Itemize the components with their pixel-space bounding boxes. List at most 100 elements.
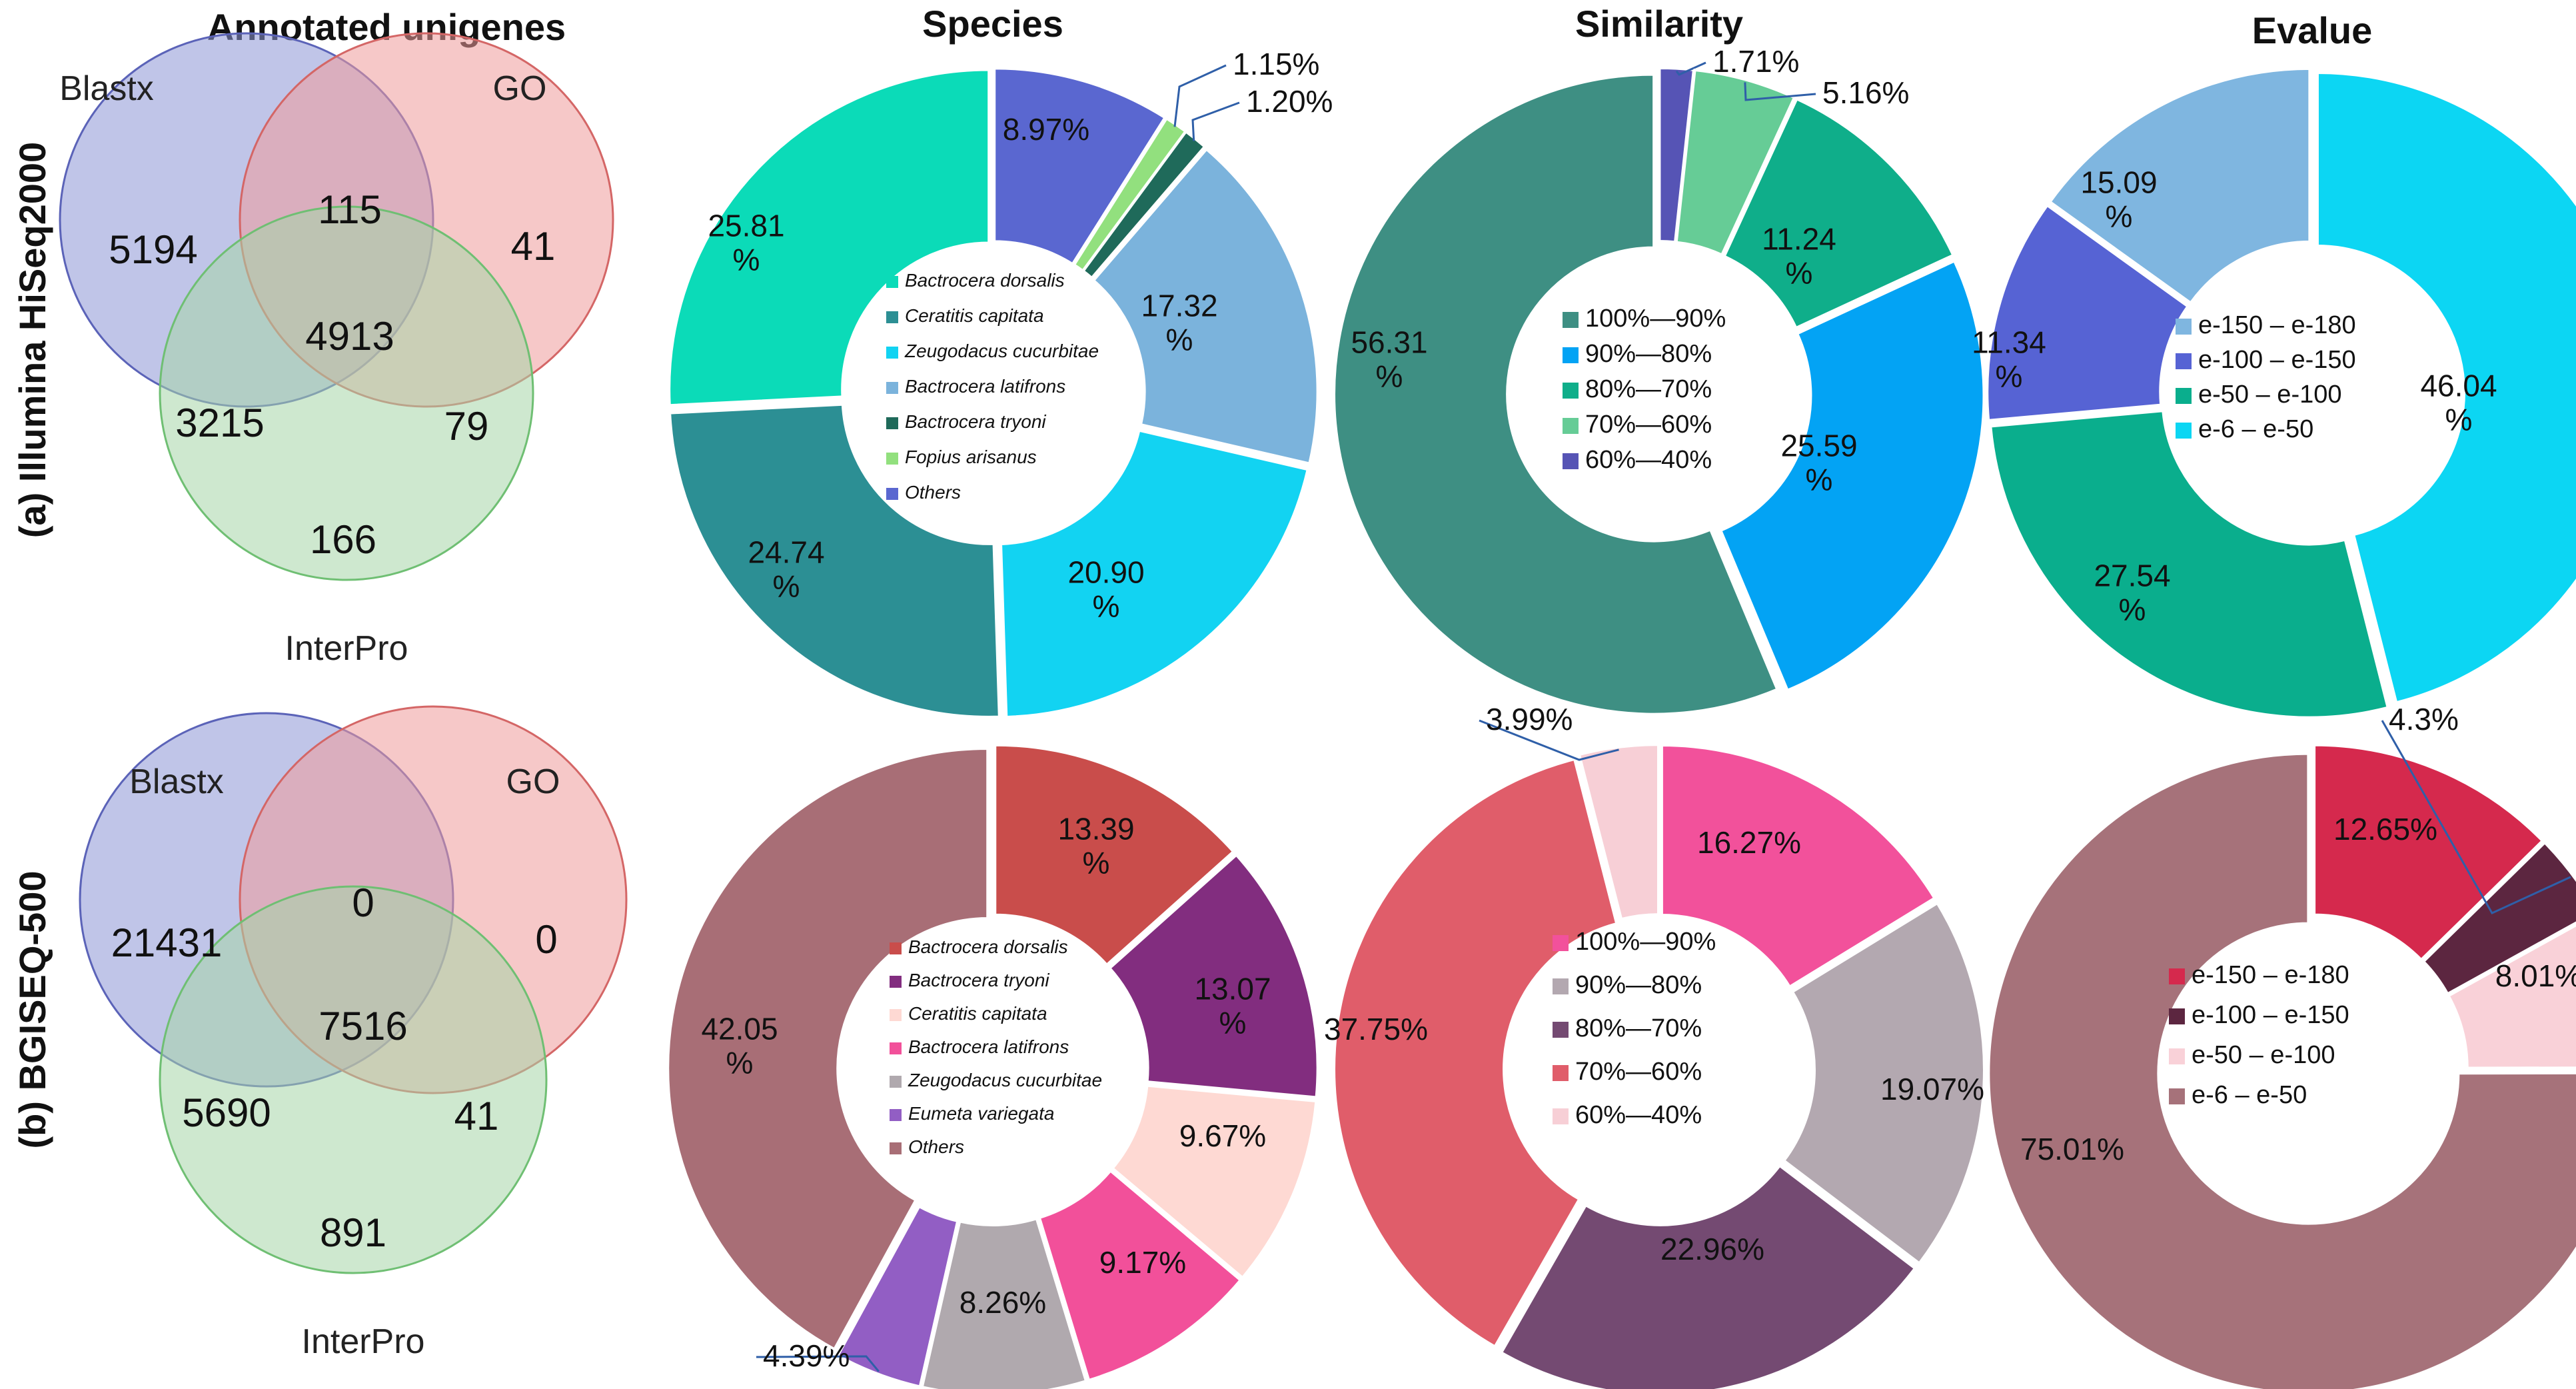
legend-swatch-ceratitis-capitata	[890, 1009, 902, 1021]
venn-count-blastx-only: 21431	[111, 920, 223, 965]
segment-label-fopius-arisanus: 1.15%	[1233, 47, 1319, 81]
donut-segment-e-50-e-100	[2446, 923, 2576, 1070]
column-title-species: Species	[922, 3, 1063, 45]
legend-swatch-60-40	[1563, 453, 1579, 469]
venn-count-all-three: 7516	[319, 1004, 407, 1048]
donut-segment-bactrocera-dorsalis	[668, 68, 991, 407]
donut-segment-80-70	[1722, 97, 1956, 330]
callout-line-60-40	[1479, 719, 1619, 761]
venn-count-go-only: 41	[511, 224, 556, 269]
legend-label-e-6-e-50: e-6 – e-50	[2192, 1081, 2307, 1109]
donut-segment-90-80	[1782, 901, 1986, 1266]
legend: 100%—90% 90%—80% 80%—70% 70%—60% 60%—40%	[1553, 928, 1716, 1129]
legend-label-90-80: 90%—80%	[1575, 971, 1702, 999]
legend: 100%—90% 90%—80% 80%—70% 70%—60% 60%—40%	[1563, 305, 1726, 474]
legend-swatch-100-90	[1563, 312, 1579, 328]
segment-label-others: 8.97%	[1003, 112, 1089, 147]
segment-label-e-50-e-100: 27.54%	[2094, 559, 2170, 627]
legend-label-100-90: 100%—90%	[1575, 928, 1716, 956]
donut-segment-e-6-e-50	[2315, 71, 2576, 704]
legend-label-80-70: 80%—70%	[1575, 1014, 1702, 1042]
legend-swatch-e-50-e-100	[2169, 1048, 2185, 1064]
venn-diagram-a: Blastx GO InterPro 5194 115 41 4913 3215 79 166	[59, 32, 614, 668]
column-title-similarity: Similarity	[1575, 3, 1743, 45]
legend: Bactrocera dorsalis Bactrocera tryoni Cera…	[890, 936, 1102, 1157]
venn-set-label-go: GO	[493, 69, 547, 108]
venn-set-label-interpro: InterPro	[302, 1322, 425, 1361]
legend-swatch-e-100-e-150	[2169, 1008, 2185, 1024]
legend-swatch-bactrocera-tryoni	[886, 417, 898, 429]
legend-label-70-60: 70%—60%	[1575, 1058, 1702, 1086]
segment-label-bactrocera-latifrons: 9.17%	[1099, 1245, 1186, 1280]
legend-label-e-100-e-150: e-100 – e-150	[2192, 1001, 2349, 1029]
legend-swatch-70-60	[1563, 418, 1579, 434]
segment-label-60-40: 3.99%	[1486, 702, 1573, 736]
legend-label-e-50-e-100: e-50 – e-100	[2192, 1041, 2335, 1069]
donut-segment-zeugodacus-cucurbitae	[920, 1216, 1088, 1389]
legend-swatch-e-150-e-180	[2169, 968, 2185, 984]
legend-swatch-others	[886, 488, 898, 500]
column-title-evalue: Evalue	[2252, 9, 2373, 51]
segment-label-e-100-e-150: 11.34%	[1972, 325, 2046, 394]
venn-set-label-blastx: Blastx	[59, 69, 154, 108]
legend-swatch-fopius-arisanus	[886, 453, 898, 465]
donut-segment-ceratitis-capitata	[668, 403, 1001, 718]
legend-swatch-eumeta-variegata	[890, 1109, 902, 1121]
venn-count-interpro-only: 891	[320, 1210, 386, 1255]
segment-label-100-90: 16.27%	[1697, 825, 1801, 860]
legend-label-bactrocera-latifrons: Bactrocera latifrons	[908, 1036, 1069, 1057]
donut-segment-bactrocera-latifrons	[1091, 147, 1319, 465]
donut-segment-e-100-e-150	[1986, 203, 2190, 423]
donut-segment-70-60	[1333, 757, 1618, 1349]
segment-label-90-80: 19.07%	[1880, 1072, 1984, 1106]
segment-label-e-100-e-150: 4.3%	[2389, 702, 2459, 736]
legend-swatch-e-150-e-180	[2176, 319, 2192, 335]
donut-segment-bactrocera-latifrons	[1037, 1168, 1243, 1382]
legend-label-fopius-arisanus: Fopius arisanus	[905, 447, 1037, 467]
segment-label-bactrocera-tryoni: 1.20%	[1246, 84, 1333, 119]
legend-swatch-80-70	[1563, 383, 1579, 399]
segment-label-90-80: 25.59%	[1780, 429, 1857, 497]
donut-segment-others	[993, 67, 1167, 267]
legend-label-bactrocera-dorsalis: Bactrocera dorsalis	[908, 936, 1068, 957]
legend-swatch-bactrocera-dorsalis	[886, 276, 898, 288]
legend-swatch-e-100-e-150	[2176, 353, 2192, 369]
venn-count-blastx-interpro: 5690	[182, 1090, 271, 1135]
legend-swatch-90-80	[1563, 347, 1579, 363]
legend-label-60-40: 60%—40%	[1585, 446, 1712, 474]
legend-swatch-bactrocera-latifrons	[890, 1042, 902, 1054]
donut-chart-evalue-a: 46.04 %27.54 %11.34 %15.09 %e-150 – e-180e-1…	[1972, 67, 2576, 719]
callout-line-bactrocera-tryoni	[1191, 101, 1240, 141]
segment-label-others: 42.05%	[701, 1012, 778, 1080]
row-label-b: (b) BGISEQ-500	[11, 871, 53, 1149]
legend-label-zeugodacus-cucurbitae: Zeugodacus cucurbitae	[908, 1070, 1102, 1090]
callout-line-60-40	[1675, 61, 1706, 76]
legend-swatch-zeugodacus-cucurbitae	[890, 1076, 902, 1088]
legend-label-bactrocera-dorsalis: Bactrocera dorsalis	[905, 270, 1065, 291]
legend-label-bactrocera-tryoni: Bactrocera tryoni	[908, 970, 1049, 990]
callout-line-eumeta-variegata	[756, 1355, 880, 1372]
donut-segment-e-150-e-180	[2313, 743, 2545, 962]
legend-swatch-90-80	[1553, 978, 1569, 994]
segment-label-zeugodacus-cucurbitae: 8.26%	[960, 1285, 1046, 1320]
segment-label-100-90: 56.31%	[1351, 325, 1427, 394]
donut-segment-100-90	[1660, 744, 1937, 989]
venn-count-blastx-interpro: 3215	[175, 401, 264, 445]
segment-label-e-50-e-100: 8.01%	[2495, 958, 2576, 993]
legend-swatch-e-50-e-100	[2176, 388, 2192, 404]
venn-count-interpro-only: 166	[310, 517, 376, 562]
donut-segment-bactrocera-tryoni	[1081, 129, 1207, 280]
callout-line-fopius-arisanus	[1173, 64, 1227, 127]
legend-label-100-90: 100%—90%	[1585, 305, 1726, 333]
donut-chart-similarity-a: 1.71% 5.16% 11.24 % 25.59 % 56.31 % 100%—90% 90%—…	[1333, 44, 1986, 716]
legend-swatch-60-40	[1553, 1108, 1569, 1124]
callout-line-e-100-e-150	[2381, 720, 2571, 914]
legend-label-bactrocera-tryoni: Bactrocera tryoni	[905, 411, 1046, 432]
venn-count-blastx-only: 5194	[109, 227, 197, 272]
legend: Bactrocera dorsalis Ceratitis capitata Zeu…	[886, 270, 1099, 503]
segment-label-e-6-e-50: 75.01%	[2020, 1132, 2124, 1166]
legend-swatch-100-90	[1553, 935, 1569, 951]
donut-chart-similarity-b: 16.27% 19.07% 22.96% 37.75% 3.99% 100%—90% 90%…	[1324, 702, 1986, 1389]
legend-label-zeugodacus-cucurbitae: Zeugodacus cucurbitae	[904, 341, 1099, 361]
